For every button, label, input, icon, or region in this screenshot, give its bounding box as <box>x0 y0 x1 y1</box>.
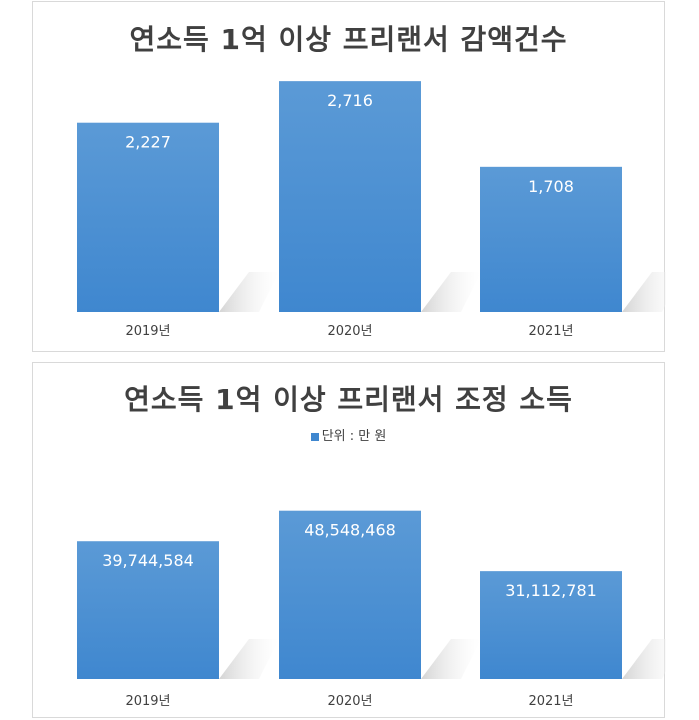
data-label: 31,112,781 <box>505 581 597 600</box>
chart-title: 연소득 1억 이상 프리랜서 감액건수 <box>129 23 568 56</box>
bar <box>279 510 421 679</box>
data-label: 48,548,468 <box>304 521 396 540</box>
data-label: 1,708 <box>528 177 574 196</box>
bar-chart: 39,744,584 2019년 48,548,468 2020년 31,112,781… <box>77 510 666 709</box>
legend-swatch <box>310 432 319 441</box>
data-label: 2,716 <box>327 91 373 110</box>
bar <box>279 81 421 312</box>
bar <box>77 122 219 312</box>
x-tick-label: 2021년 <box>528 694 573 709</box>
bar-shadow <box>421 272 481 312</box>
data-label: 39,744,584 <box>102 551 194 570</box>
x-tick-label: 2019년 <box>125 694 170 709</box>
bar <box>480 166 622 312</box>
legend: 단위 : 만 원 <box>33 425 664 444</box>
x-tick-label: 2021년 <box>528 324 573 339</box>
x-tick-label: 2020년 <box>327 694 372 709</box>
bar-chart: 2,227 2019년 2,716 2020년 1,708 2021년 <box>77 81 666 339</box>
x-tick-label: 2020년 <box>327 324 372 339</box>
legend-label: 단위 : 만 원 <box>321 429 387 444</box>
chart-panel-adjusted-income: 연소득 1억 이상 프리랜서 조정 소득 단위 : 만 원 39,744,584… <box>32 362 666 718</box>
bar-shadow <box>219 639 279 679</box>
x-tick-label: 2019년 <box>125 324 170 339</box>
bar-shadow <box>622 272 666 312</box>
bar-shadow <box>421 639 481 679</box>
chart-title: 연소득 1억 이상 프리랜서 조정 소득 <box>124 383 573 416</box>
bar <box>77 541 219 679</box>
chart-panel-income-reduction-count: 연소득 1억 이상 프리랜서 감액건수 2,227 2019년 2,716 2020년… <box>32 1 666 352</box>
bar-shadow <box>622 639 666 679</box>
bar <box>480 571 622 679</box>
bar-shadow <box>219 272 279 312</box>
data-label: 2,227 <box>125 133 171 152</box>
